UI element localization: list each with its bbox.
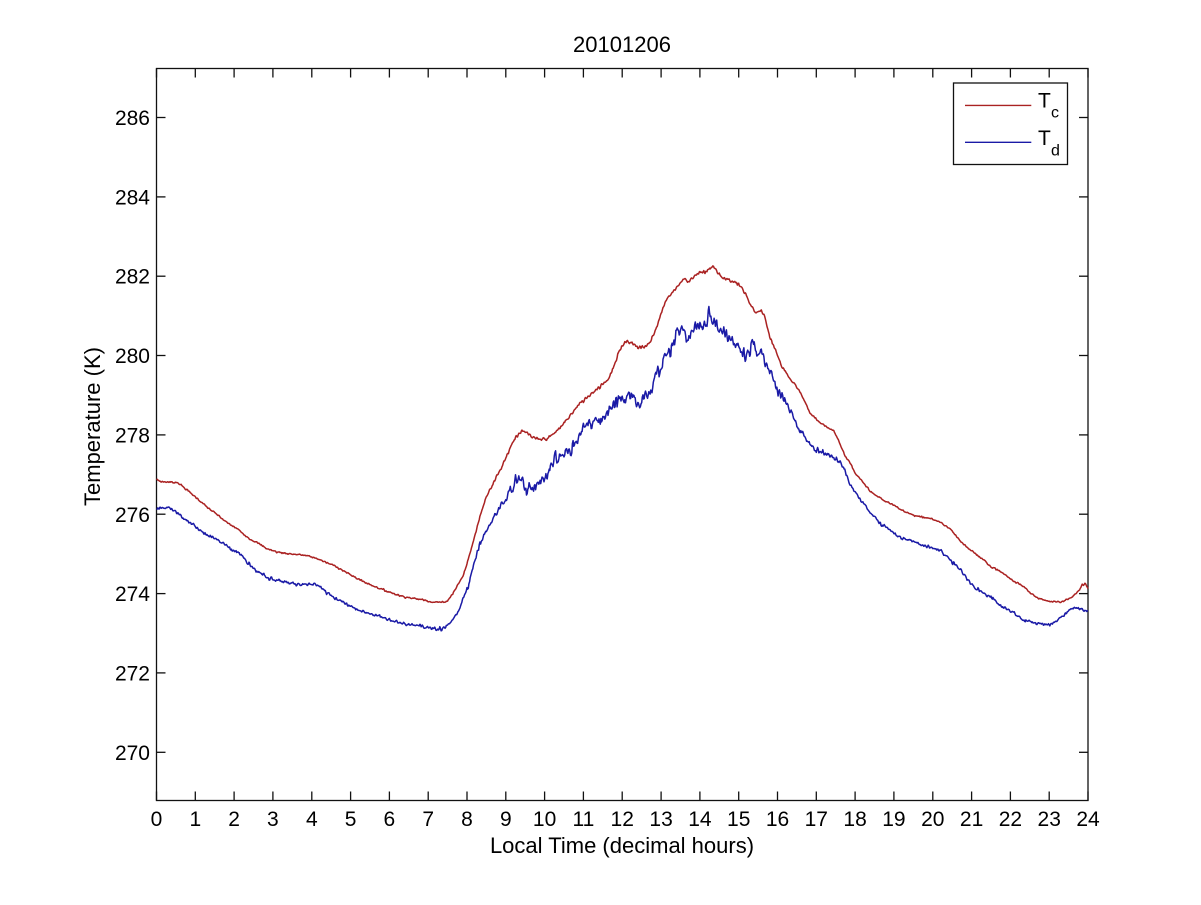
svg-text:286: 286	[115, 107, 150, 130]
svg-text:24: 24	[1076, 808, 1100, 831]
svg-text:7: 7	[422, 808, 434, 831]
svg-text:14: 14	[688, 808, 712, 831]
svg-text:276: 276	[115, 504, 150, 527]
svg-text:282: 282	[115, 266, 150, 289]
svg-text:20: 20	[921, 808, 944, 831]
svg-text:21: 21	[960, 808, 983, 831]
svg-text:11: 11	[572, 808, 594, 831]
svg-text:10: 10	[533, 808, 556, 831]
svg-text:2: 2	[228, 808, 240, 831]
svg-text:c: c	[1051, 105, 1059, 122]
svg-text:284: 284	[115, 186, 150, 209]
svg-text:274: 274	[115, 583, 150, 606]
svg-text:8: 8	[461, 808, 473, 831]
svg-text:4: 4	[306, 808, 318, 831]
svg-text:0: 0	[151, 808, 163, 831]
svg-text:272: 272	[115, 662, 150, 685]
svg-text:13: 13	[649, 808, 672, 831]
svg-text:15: 15	[727, 808, 750, 831]
svg-text:3: 3	[267, 808, 279, 831]
svg-text:T: T	[1038, 127, 1051, 150]
svg-text:18: 18	[843, 808, 866, 831]
svg-text:Temperature (K): Temperature (K)	[80, 347, 105, 506]
svg-text:5: 5	[345, 808, 357, 831]
svg-text:278: 278	[115, 424, 150, 447]
svg-text:T: T	[1038, 90, 1051, 113]
svg-text:270: 270	[115, 742, 150, 765]
svg-text:1: 1	[189, 808, 201, 831]
svg-text:22: 22	[999, 808, 1022, 831]
svg-text:280: 280	[115, 345, 150, 368]
svg-text:6: 6	[384, 808, 396, 831]
svg-text:23: 23	[1038, 808, 1061, 831]
svg-text:17: 17	[805, 808, 828, 831]
svg-text:20101206: 20101206	[573, 32, 671, 57]
svg-text:9: 9	[500, 808, 512, 831]
svg-text:d: d	[1051, 143, 1060, 160]
svg-text:Local Time (decimal hours): Local Time (decimal hours)	[490, 833, 754, 858]
svg-text:12: 12	[611, 808, 634, 831]
svg-text:19: 19	[882, 808, 905, 831]
svg-text:16: 16	[766, 808, 789, 831]
